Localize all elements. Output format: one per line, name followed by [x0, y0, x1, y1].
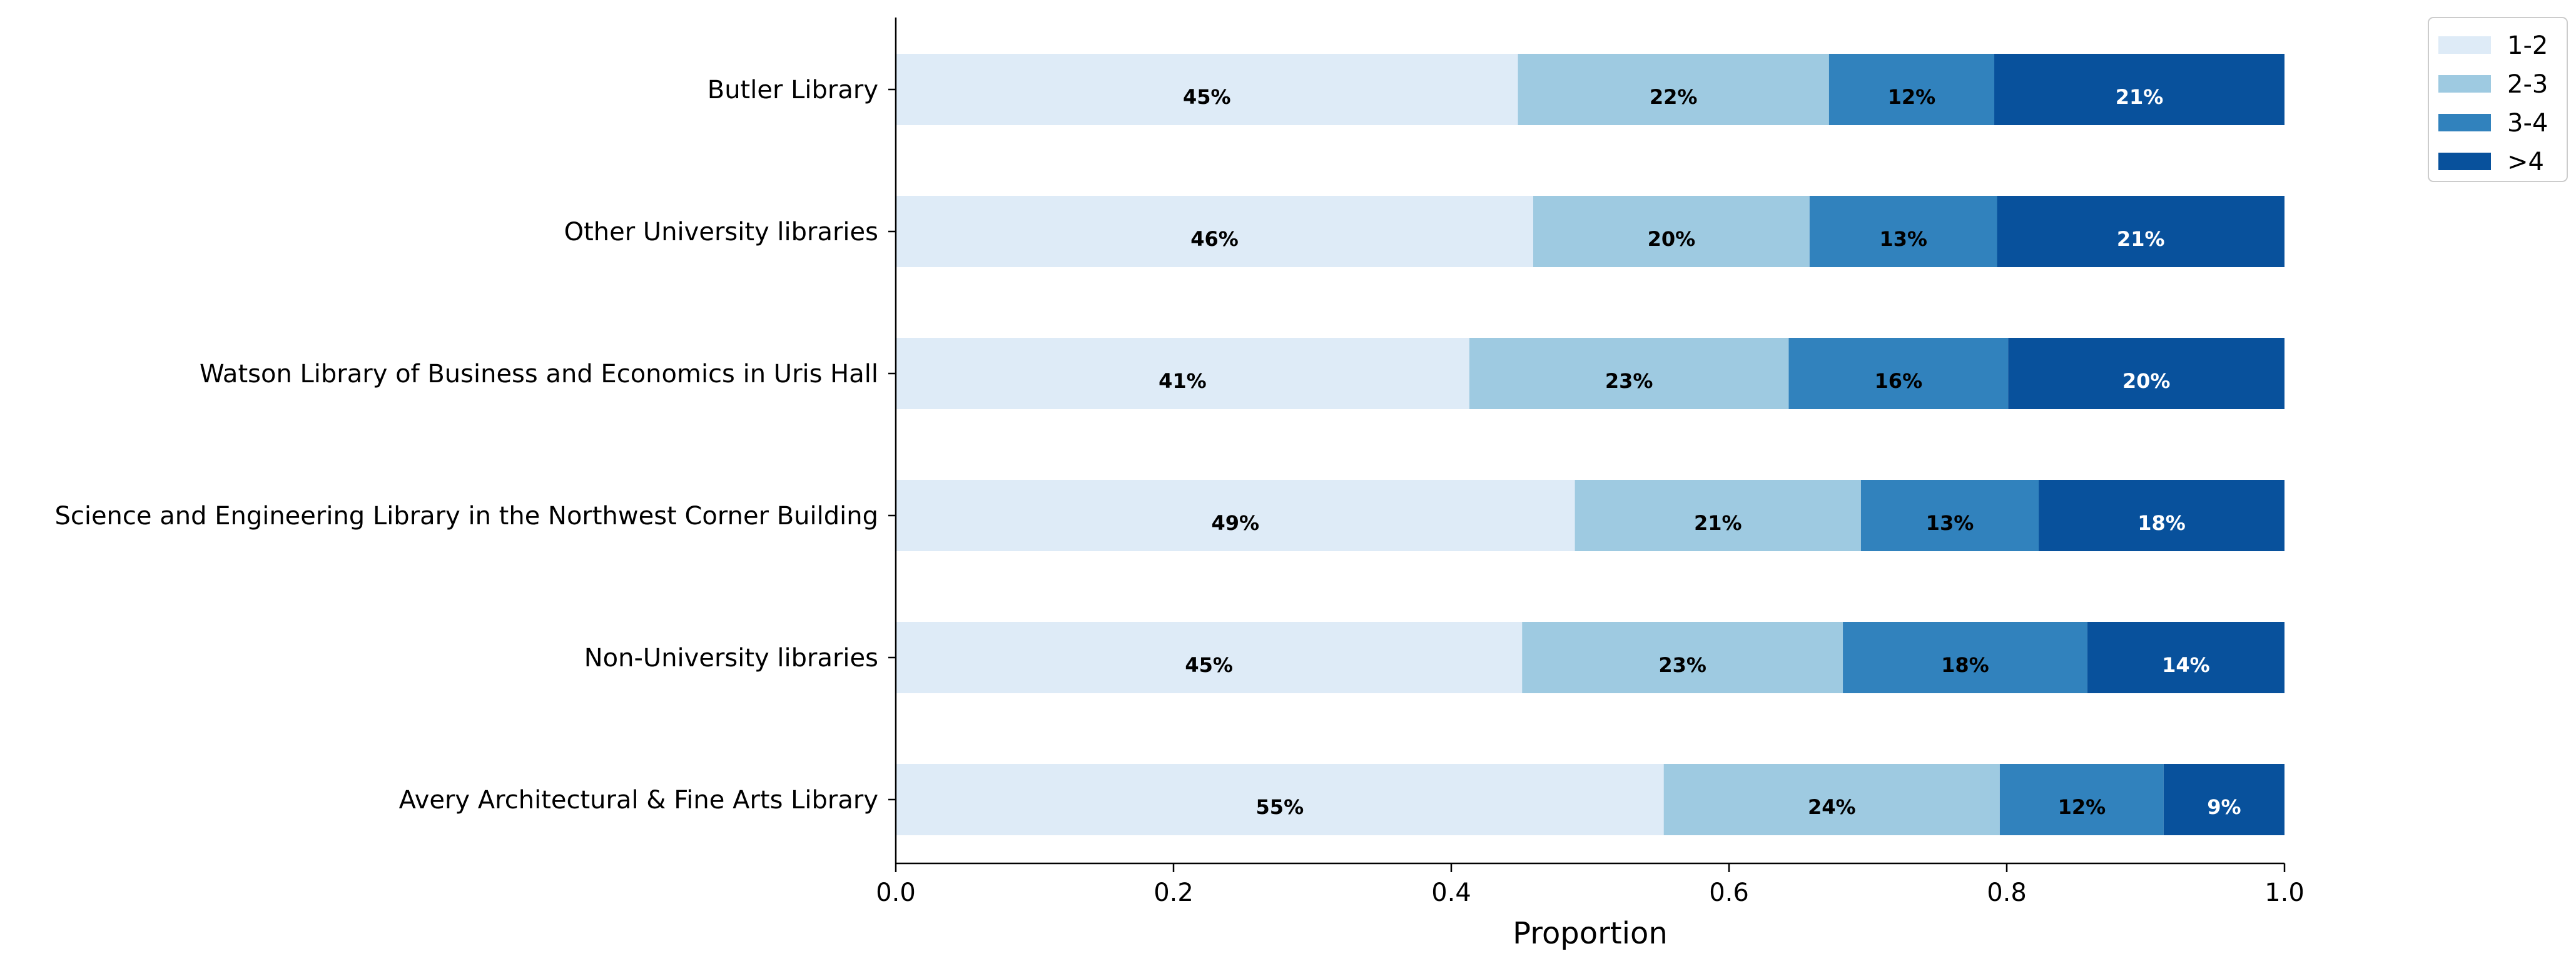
- bar-segment: [1469, 338, 1789, 409]
- bar-value-label: 20%: [2122, 369, 2171, 393]
- category-labels: Butler Library Other University libraries…: [54, 76, 896, 815]
- x-tick-label: 1.0: [2264, 878, 2305, 907]
- legend-label: 2-3: [2507, 70, 2548, 99]
- bar-value-label: 41%: [1159, 369, 1207, 393]
- bar-segment: [896, 622, 1523, 693]
- bar-segment: [1518, 54, 1829, 125]
- category-label: Avery Architectural & Fine Arts Library: [399, 786, 878, 815]
- legend-frame: [2428, 17, 2568, 182]
- bar-value-label: 9%: [2207, 795, 2241, 819]
- category-label: Science and Engineering Library in the N…: [54, 502, 878, 531]
- bar-value-label: 55%: [1256, 795, 1304, 819]
- legend: 1-2 2-3 3-4 >4: [2428, 17, 2568, 182]
- bar-value-label: 18%: [1941, 653, 1989, 677]
- bar-value-label: 45%: [1183, 85, 1231, 109]
- bar-segment: [896, 196, 1533, 267]
- x-tick-label: 0.2: [1154, 878, 1194, 907]
- bar-value-label: 23%: [1658, 653, 1706, 677]
- bar-value-label: 22%: [1650, 85, 1698, 109]
- bar-value-label: 21%: [2116, 85, 2164, 109]
- bar-value-label: 14%: [2162, 653, 2210, 677]
- legend-swatch: [2438, 114, 2491, 131]
- category-label: Butler Library: [707, 76, 878, 104]
- bar-segment: [1843, 622, 2087, 693]
- category-label: Watson Library of Business and Economics…: [200, 360, 878, 389]
- bar-segment: [896, 480, 1575, 551]
- bar-value-label: 21%: [1694, 511, 1742, 535]
- bar-segment: [1994, 54, 2284, 125]
- bar-segment: [896, 764, 1664, 835]
- bar-value-label: 23%: [1605, 369, 1653, 393]
- bar-value-label: 49%: [1211, 511, 1259, 535]
- bar-segment: [1860, 480, 2039, 551]
- bar-segment: [2008, 338, 2284, 409]
- bar-segment: [1828, 54, 1995, 125]
- bar-segment: [1533, 196, 1810, 267]
- bar-segment: [2039, 480, 2284, 551]
- bar-value-label: 12%: [2058, 795, 2106, 819]
- bar-value-label: 13%: [1926, 511, 1974, 535]
- legend-swatch: [2438, 153, 2491, 170]
- bar-value-label: 16%: [1875, 369, 1923, 393]
- bar-segment: [896, 54, 1518, 125]
- bar-value-label: 18%: [2137, 511, 2186, 535]
- bar-value-label: 12%: [1888, 85, 1936, 109]
- legend-label: 1-2: [2507, 31, 2548, 60]
- bar-value-label: 20%: [1648, 227, 1696, 251]
- legend-label: 3-4: [2507, 109, 2548, 138]
- x-axis-title: Proportion: [1513, 916, 1668, 951]
- bar-segment: [1522, 622, 1843, 693]
- legend-swatch: [2438, 75, 2491, 93]
- x-axis: 0.0 0.2 0.4 0.6 0.8 1.0 Proportion: [876, 862, 2305, 951]
- bar-segment: [1575, 480, 1861, 551]
- bar-value-label: 45%: [1185, 653, 1233, 677]
- bar-segment: [1809, 196, 1997, 267]
- bar-segment: [1997, 196, 2284, 267]
- bar-segment: [2163, 764, 2284, 835]
- bar-segment: [1663, 764, 2000, 835]
- bar-value-label: 13%: [1879, 227, 1927, 251]
- x-tick-label: 0.4: [1431, 878, 1471, 907]
- legend-swatch: [2438, 36, 2491, 54]
- bar-value-label: 21%: [2117, 227, 2165, 251]
- bar-segment: [896, 338, 1469, 409]
- x-tick-label: 0.6: [1709, 878, 1749, 907]
- bar-value-label: 24%: [1808, 795, 1856, 819]
- bars-layer: 45% 22% 12% 21% 46% 20% 13% 21% 41% 23% 16% 20% 49% 2…: [896, 54, 2284, 835]
- bar-segment: [1788, 338, 2009, 409]
- bar-segment: [1999, 764, 2164, 835]
- category-label: Other University libraries: [564, 218, 878, 247]
- x-ticks: 0.0 0.2 0.4 0.6 0.8 1.0: [876, 863, 2305, 907]
- bar-value-label: 46%: [1190, 227, 1239, 251]
- bar-segment: [2087, 622, 2284, 693]
- x-tick-label: 0.8: [1987, 878, 2027, 907]
- category-label: Non-University libraries: [584, 644, 878, 673]
- x-tick-label: 0.0: [876, 878, 916, 907]
- legend-label: >4: [2507, 148, 2544, 176]
